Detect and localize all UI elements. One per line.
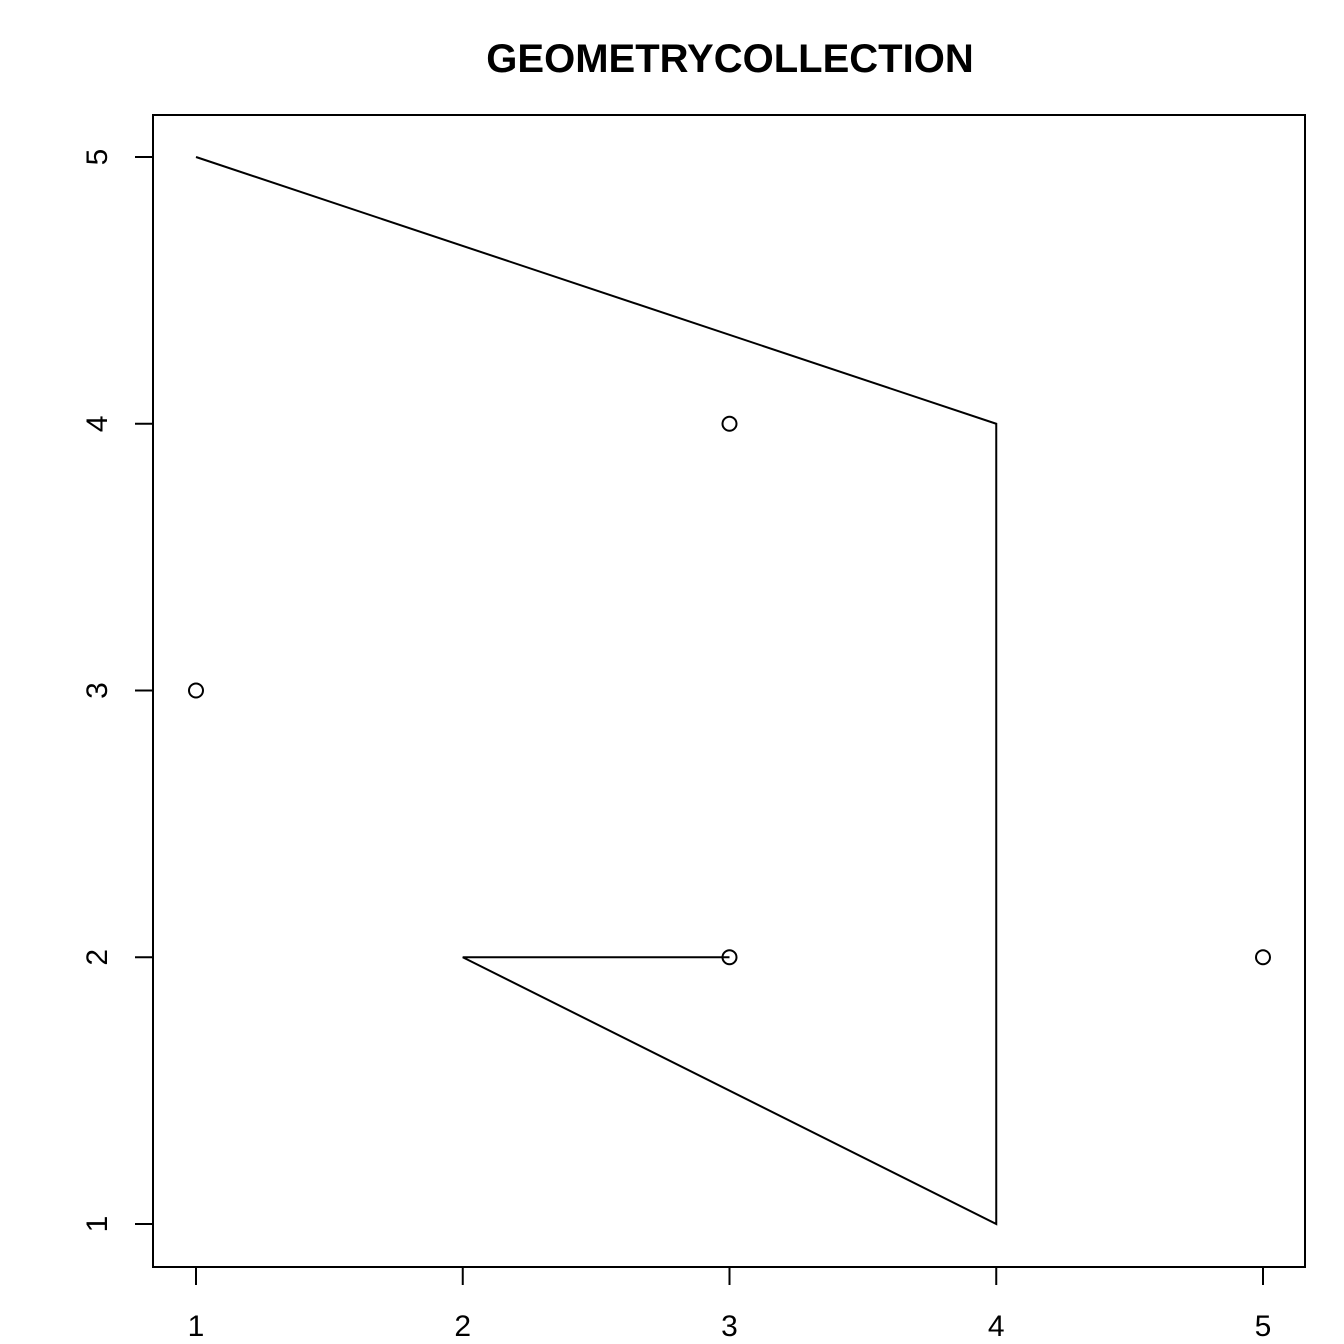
linestring [195,156,998,1226]
x-tick-label: 1 [188,1310,205,1343]
plot-frame [152,114,1306,1268]
x-tick-label: 5 [1255,1310,1272,1343]
x-tick-label: 4 [988,1310,1005,1343]
y-tick-label: 2 [81,949,114,966]
point-marker [721,949,738,966]
x-tick-label: 2 [454,1310,471,1343]
point-marker [721,415,738,432]
y-tick-label: 1 [81,1216,114,1233]
chart-title: GEOMETRYCOLLECTION [486,37,973,81]
point-layer [188,415,1271,966]
y-tick-label: 5 [81,149,114,166]
x-tick-label: 3 [721,1310,738,1343]
y-tick-label: 4 [81,415,114,432]
x-axis: 1 2 3 4 5 [188,1266,1272,1343]
point-marker [1255,949,1271,966]
y-tick-label: 3 [81,682,114,699]
linestring-layer [195,156,998,1226]
y-axis: 1 2 3 4 5 [81,149,154,1233]
point-marker [188,682,204,699]
